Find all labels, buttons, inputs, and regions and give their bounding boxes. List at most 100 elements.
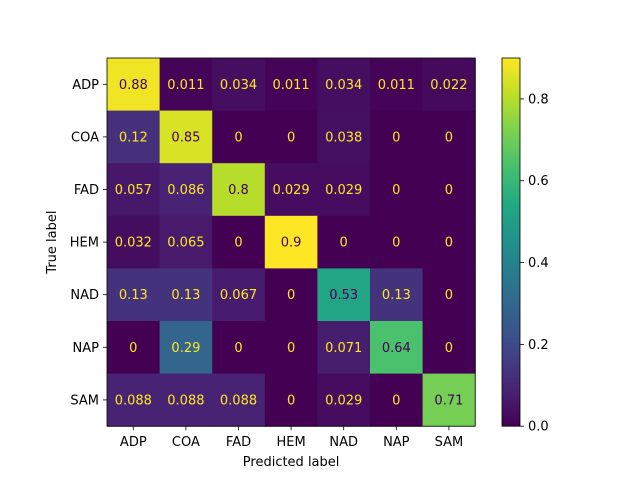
cell-value-label: 0.53 <box>329 288 358 303</box>
cell-value-label: 0.85 <box>171 130 200 145</box>
y-tick-label: NAP <box>73 341 100 356</box>
cell-value-label: 0 <box>234 341 242 356</box>
cell-value-label: 0.011 <box>272 78 309 93</box>
x-tick-label: SAM <box>435 435 464 450</box>
heatmap-cell <box>212 58 266 112</box>
cell-value-label: 0 <box>287 341 295 356</box>
cell-value-label: 0.029 <box>325 183 362 198</box>
cell-value-label: 0 <box>445 341 453 356</box>
heatmap-cell <box>107 58 161 112</box>
heatmap-cell <box>212 321 266 375</box>
cell-value-label: 0.13 <box>119 288 148 303</box>
heatmap-cell <box>159 321 213 375</box>
cell-value-label: 0.9 <box>281 236 302 251</box>
heatmap-cell <box>422 373 476 427</box>
heatmap-cell <box>107 373 161 427</box>
cell-value-label: 0.034 <box>220 78 257 93</box>
heatmap-cell <box>264 163 318 217</box>
heatmap-cell <box>370 321 424 375</box>
heatmap-cell <box>264 268 318 322</box>
cell-value-label: 0 <box>445 236 453 251</box>
cell-value-label: 0 <box>234 236 242 251</box>
cell-value-label: 0.8 <box>228 183 249 198</box>
heatmap-cell <box>317 58 371 112</box>
heatmap-cell <box>264 58 318 112</box>
heatmap-cell <box>370 268 424 322</box>
heatmap-cell <box>370 215 424 269</box>
heatmap-cell <box>159 268 213 322</box>
y-tick-label: NAD <box>70 288 99 303</box>
heatmap-cell <box>159 373 213 427</box>
heatmap-cells <box>107 58 476 427</box>
x-axis-label: Predicted label <box>243 455 340 470</box>
cell-value-label: 0 <box>287 393 295 408</box>
heatmap-cell <box>317 110 371 164</box>
cell-value-label: 0.057 <box>115 183 152 198</box>
heatmap-cell <box>264 110 318 164</box>
heatmap-cell <box>422 321 476 375</box>
cell-value-label: 0.13 <box>382 288 411 303</box>
cell-value-label: 0.032 <box>115 236 152 251</box>
x-tick-label: NAP <box>383 435 410 450</box>
x-tick-label: COA <box>172 435 200 450</box>
heatmap-cell <box>422 215 476 269</box>
heatmap-cell <box>370 373 424 427</box>
x-axis-ticks: ADP COA FAD HEM NAD NAP SAM <box>120 426 463 450</box>
cell-value-label: 0.038 <box>325 130 362 145</box>
heatmap-cell <box>159 215 213 269</box>
heatmap-cell <box>107 215 161 269</box>
heatmap-cell <box>422 110 476 164</box>
heatmap-cell <box>370 58 424 112</box>
heatmap-cell <box>422 268 476 322</box>
cell-value-label: 0.12 <box>119 130 148 145</box>
cell-value-label: 0.011 <box>167 78 204 93</box>
cell-value-label: 0 <box>287 130 295 145</box>
heatmap-cell <box>264 215 318 269</box>
colorbar <box>501 57 521 427</box>
cell-value-label: 0.029 <box>325 393 362 408</box>
heatmap-cell <box>317 321 371 375</box>
heatmap-cell <box>422 163 476 217</box>
cell-value-label: 0.88 <box>119 78 148 93</box>
cell-value-label: 0 <box>445 288 453 303</box>
cell-value-label: 0 <box>129 341 137 356</box>
cell-value-label: 0.13 <box>171 288 200 303</box>
heatmap-cell <box>317 373 371 427</box>
cell-value-label: 0 <box>287 288 295 303</box>
cell-value-label: 0 <box>234 130 242 145</box>
y-tick-label: SAM <box>70 393 99 408</box>
heatmap-cell <box>370 110 424 164</box>
cell-value-label: 0 <box>392 393 400 408</box>
heatmap-cell <box>212 268 266 322</box>
cell-value-label: 0.029 <box>272 183 309 198</box>
heatmap-cell <box>317 163 371 217</box>
cell-value-label: 0.067 <box>220 288 257 303</box>
heatmap-cell <box>212 373 266 427</box>
cell-value-label: 0.64 <box>382 341 411 356</box>
colorbar-tick-label: 0.6 <box>528 174 549 189</box>
cell-value-label: 0.29 <box>171 341 200 356</box>
cell-value-label: 0 <box>445 183 453 198</box>
heatmap-cell <box>264 373 318 427</box>
cell-value-label: 0.71 <box>434 393 463 408</box>
heatmap-cell <box>159 58 213 112</box>
x-tick-label: ADP <box>120 435 147 450</box>
heatmap-cell <box>370 163 424 217</box>
cell-value-label: 0 <box>392 130 400 145</box>
cell-value-label: 0.034 <box>325 78 362 93</box>
cell-value-label: 0 <box>392 183 400 198</box>
heatmap-cell <box>422 58 476 112</box>
colorbar-ticks: 0.0 0.2 0.4 0.6 0.8 <box>520 92 549 435</box>
cell-value-label: 0.086 <box>167 183 204 198</box>
cell-value-label: 0.088 <box>220 393 257 408</box>
x-tick-label: HEM <box>276 435 305 450</box>
cell-value-label: 0 <box>392 236 400 251</box>
cell-value-label: 0.088 <box>115 393 152 408</box>
heatmap-cell <box>107 110 161 164</box>
colorbar-tick-label: 0.8 <box>528 92 549 107</box>
y-tick-label: ADP <box>72 78 99 93</box>
x-tick-label: NAD <box>329 435 358 450</box>
colorbar-tick-label: 0.4 <box>528 256 549 271</box>
heatmap-cell-labels: 0.88 0.011 0.034 0.011 0.034 0.011 0.022 0.12 0.… <box>115 78 468 409</box>
